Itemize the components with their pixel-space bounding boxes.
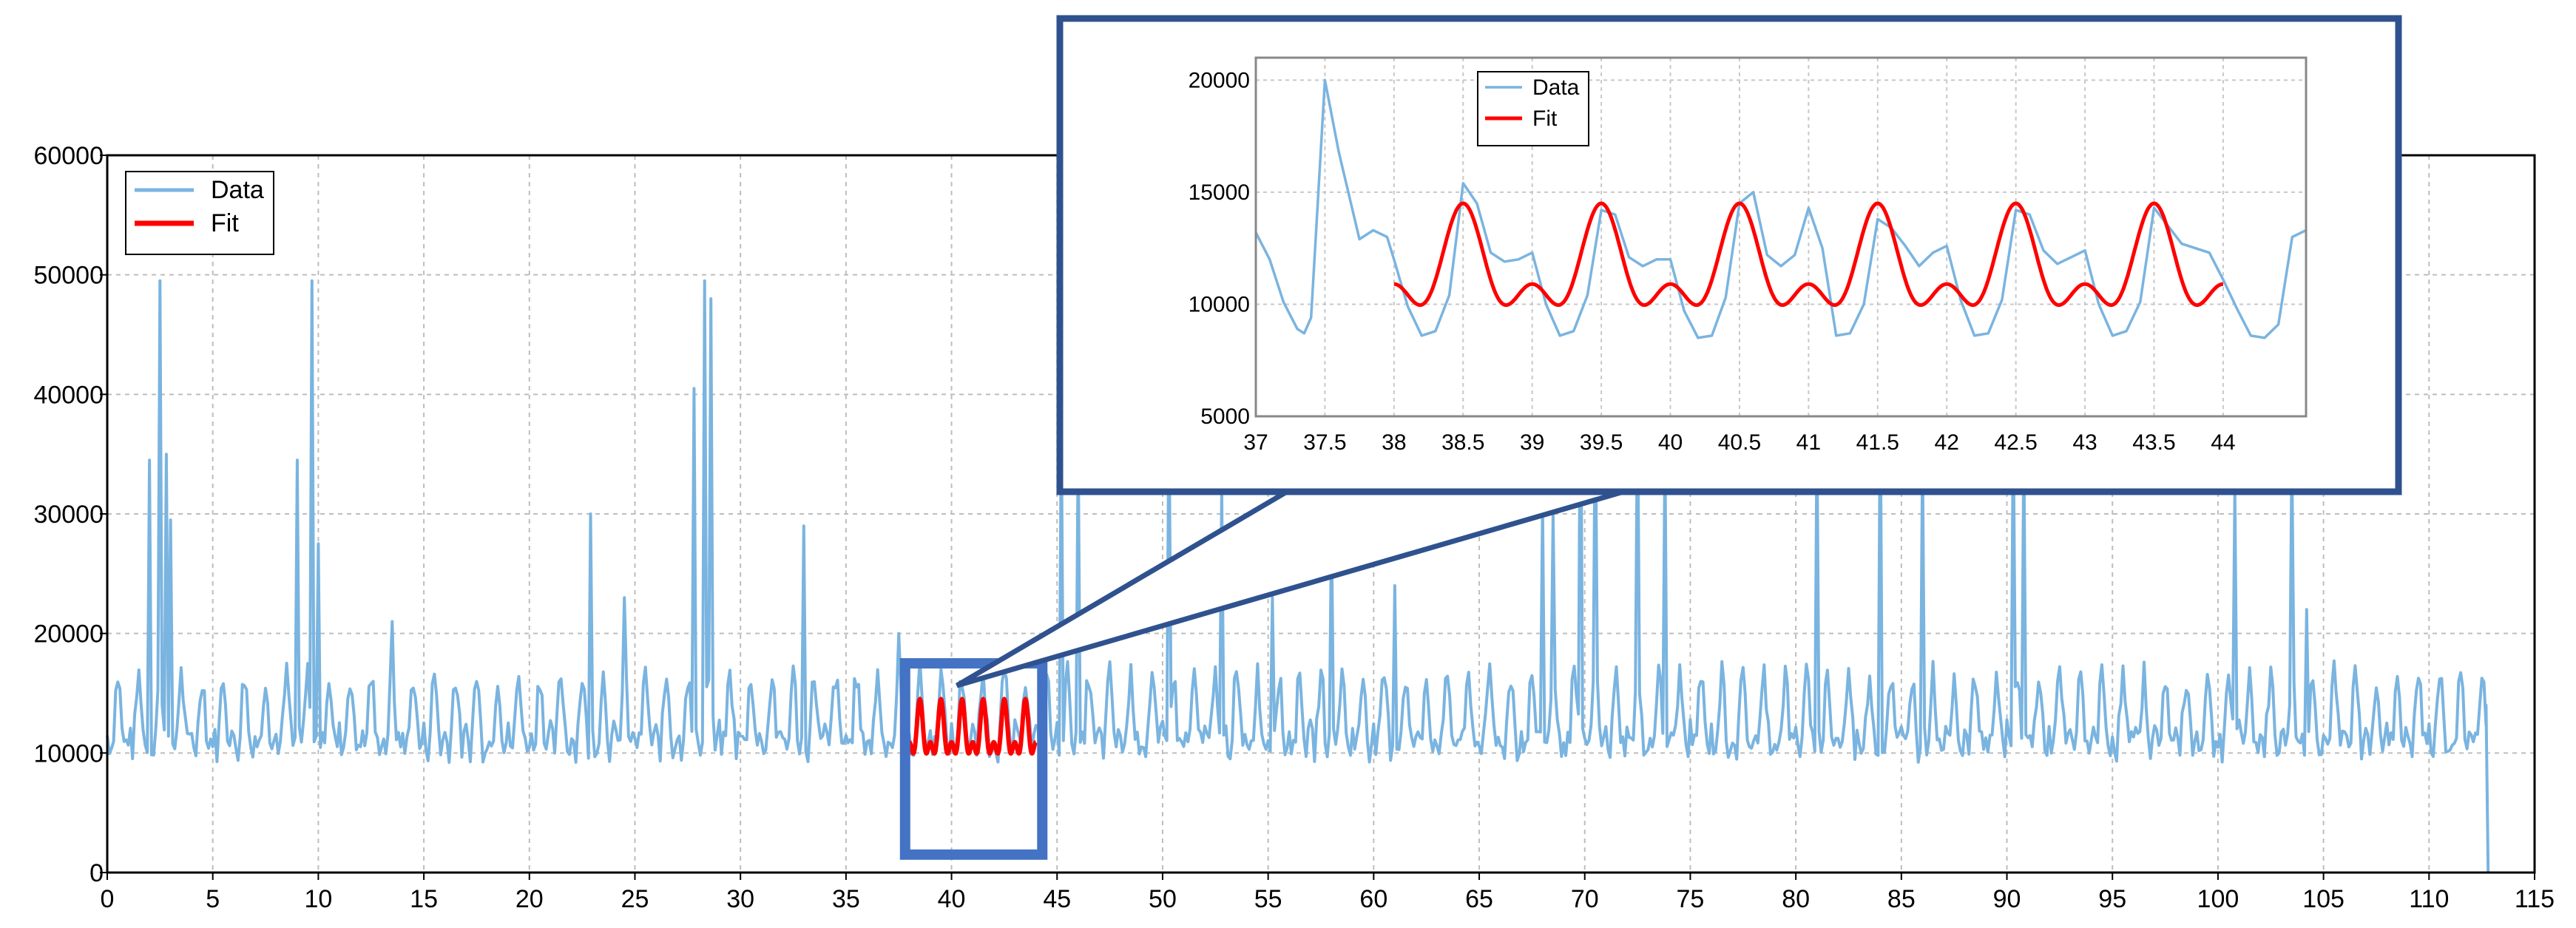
inset-x-tick-label: 38 bbox=[1382, 430, 1406, 455]
inset-x-tick-label: 42.5 bbox=[1994, 430, 2037, 455]
x-tick-label: 10 bbox=[304, 885, 332, 913]
x-tick-label: 35 bbox=[832, 885, 860, 913]
legend-inset: Data Fit bbox=[1477, 71, 1589, 146]
x-tick-label: 115 bbox=[2515, 885, 2555, 913]
y-tick-label: 30000 bbox=[33, 501, 104, 529]
inset-y-tick-label: 20000 bbox=[1189, 68, 1250, 92]
inset-legend-fit-label: Fit bbox=[1532, 106, 1558, 131]
legend-data-label: Data bbox=[211, 176, 264, 204]
y-tick-label: 60000 bbox=[33, 142, 104, 170]
y-tick-label: 50000 bbox=[33, 262, 104, 290]
inset-legend-box bbox=[1477, 71, 1589, 146]
x-tick-label: 90 bbox=[1993, 885, 2021, 913]
inset-x-tick-label: 42 bbox=[1935, 430, 1959, 455]
zoom-highlight-box bbox=[899, 658, 1048, 860]
x-tick-label: 60 bbox=[1359, 885, 1387, 913]
inset-chart: 37 37.5 38 38.5 39 39.5 40 40.5 41 41.5 42 42.5 43 43… bbox=[1056, 15, 2402, 495]
x-tick-label: 110 bbox=[2409, 885, 2449, 913]
x-tick-label: 105 bbox=[2302, 885, 2345, 913]
x-tick-label: 25 bbox=[621, 885, 649, 913]
inset-series-data-line bbox=[1254, 78, 2307, 339]
inset-y-tick-label: 15000 bbox=[1189, 180, 1250, 205]
y-tick-label: 40000 bbox=[33, 381, 104, 409]
inset-y-tick-label: 5000 bbox=[1200, 404, 1250, 429]
x-tick-label: 65 bbox=[1465, 885, 1493, 913]
x-tick-label: 80 bbox=[1782, 885, 1810, 913]
inset-x-tick-label: 39 bbox=[1520, 430, 1544, 455]
x-tick-label: 50 bbox=[1149, 885, 1177, 913]
legend-main: Data Fit bbox=[125, 171, 274, 255]
legend-box bbox=[125, 171, 274, 255]
legend-fit-label: Fit bbox=[211, 209, 239, 237]
x-tick-label: 40 bbox=[938, 885, 966, 913]
y-tick-label: 20000 bbox=[33, 620, 104, 648]
inset-x-tick-label: 43 bbox=[2072, 430, 2097, 455]
y-tick-label: 10000 bbox=[33, 739, 104, 768]
inset-x-tick-label: 40 bbox=[1658, 430, 1683, 455]
inset-x-tick-label: 40.5 bbox=[1718, 430, 1761, 455]
x-tick-label: 0 bbox=[101, 885, 115, 913]
inset-x-tick-label: 43.5 bbox=[2132, 430, 2175, 455]
inset-x-tick-label: 44 bbox=[2211, 430, 2235, 455]
x-tick-label: 70 bbox=[1571, 885, 1599, 913]
x-tick-label: 5 bbox=[206, 885, 220, 913]
x-tick-label: 95 bbox=[2098, 885, 2126, 913]
x-tick-label: 30 bbox=[726, 885, 754, 913]
inset-x-tick-label: 39.5 bbox=[1580, 430, 1623, 455]
x-tick-label: 100 bbox=[2197, 885, 2239, 913]
inset-x-tick-label: 41 bbox=[1796, 430, 1821, 455]
inset-plot-area bbox=[1256, 58, 2306, 416]
x-tick-label: 45 bbox=[1043, 885, 1071, 913]
x-tick-label: 20 bbox=[515, 885, 544, 913]
x-tick-label: 55 bbox=[1254, 885, 1282, 913]
inset-series-fit-line bbox=[1393, 201, 2224, 308]
series-data-line bbox=[106, 279, 2490, 873]
x-tick-label: 75 bbox=[1677, 885, 1705, 913]
series-fit-line bbox=[907, 696, 1038, 756]
y-tick-label: 0 bbox=[89, 859, 104, 887]
inset-y-tick-label: 10000 bbox=[1189, 292, 1250, 316]
inset-x-tick-label: 41.5 bbox=[1856, 430, 1899, 455]
x-tick-label: 85 bbox=[1887, 885, 1916, 913]
inset-legend-data-label: Data bbox=[1532, 75, 1580, 100]
inset-x-tick-label: 37.5 bbox=[1303, 430, 1346, 455]
inset-plot-frame bbox=[1254, 56, 2308, 418]
inset-x-tick-label: 38.5 bbox=[1441, 430, 1484, 455]
x-tick-label: 15 bbox=[410, 885, 438, 913]
inset-x-tick-label: 37 bbox=[1243, 430, 1268, 455]
